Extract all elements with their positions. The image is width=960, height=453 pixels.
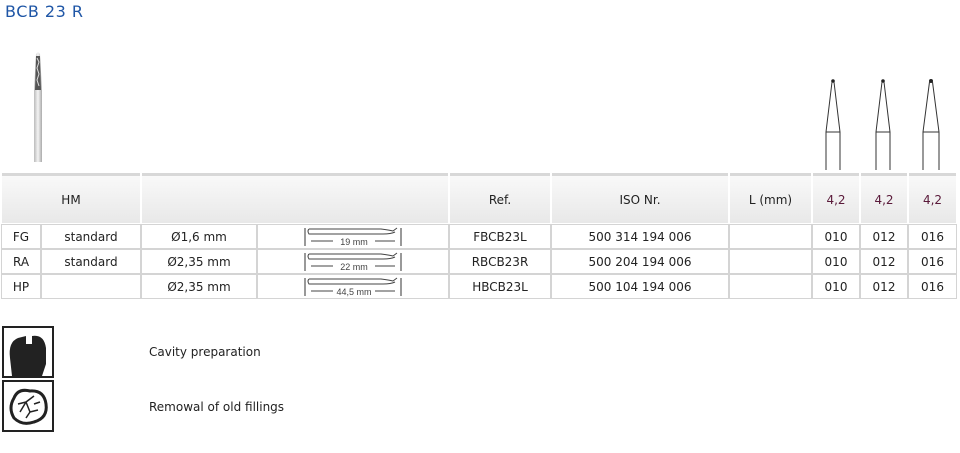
bur-head-size-1-icon <box>825 79 841 170</box>
cell-iso: 500 104 194 006 <box>551 274 729 299</box>
cell-variant <box>41 274 141 299</box>
table-row: FG standard Ø1,6 mm 19 mm FBCB23L 500 314 194… <box>1 224 957 249</box>
cell-type: HP <box>1 274 41 299</box>
bur-head-size-2-icon <box>875 79 891 170</box>
shank-diagram-icon: 44,5 mm <box>304 277 402 297</box>
cell-length <box>729 249 812 274</box>
cell-ref: HBCB23L <box>449 274 551 299</box>
bur-head-size-3-icon <box>922 79 940 170</box>
cell-size: 010 <box>812 274 860 299</box>
header-size: 4,2 <box>813 173 859 223</box>
cell-variant: standard <box>41 249 141 274</box>
cell-ref: FBCB23L <box>449 224 551 249</box>
cell-shank: 22 mm <box>257 249 449 274</box>
cell-size: 016 <box>908 274 957 299</box>
shank-length: 44,5 mm <box>336 287 371 297</box>
cell-size: 012 <box>860 224 908 249</box>
table-row: HP Ø2,35 mm 44,5 mm HBCB23L 500 104 194 006 0… <box>1 274 957 299</box>
cell-diameter: Ø2,35 mm <box>141 274 257 299</box>
header-length: L (mm) <box>730 173 811 223</box>
bur-image <box>34 52 42 162</box>
cell-size: 012 <box>860 249 908 274</box>
shank-diagram-icon: 22 mm <box>304 252 402 272</box>
shank-length: 19 mm <box>340 237 368 247</box>
cell-diameter: Ø2,35 mm <box>141 249 257 274</box>
cell-variant: standard <box>41 224 141 249</box>
shank-length: 22 mm <box>340 262 368 272</box>
cell-ref: RBCB23R <box>449 249 551 274</box>
header-blank <box>142 173 448 223</box>
header-iso: ISO Nr. <box>552 173 728 223</box>
header-size: 4,2 <box>861 173 907 223</box>
cell-diameter: Ø1,6 mm <box>141 224 257 249</box>
cell-shank: 19 mm <box>257 224 449 249</box>
cell-size: 016 <box>908 224 957 249</box>
legend-label: Remowal of old fillings <box>149 400 285 414</box>
cell-type: RA <box>1 249 41 274</box>
page-title: BCB 23 R <box>5 2 84 21</box>
cell-length <box>729 274 812 299</box>
cavity-preparation-icon <box>2 326 54 378</box>
cell-iso: 500 314 194 006 <box>551 224 729 249</box>
table-row: RA standard Ø2,35 mm 22 mm RBCB23R 500 204 19… <box>1 249 957 274</box>
shank-diagram-icon: 19 mm <box>304 227 402 247</box>
cell-size: 016 <box>908 249 957 274</box>
cell-type: FG <box>1 224 41 249</box>
cell-size: 010 <box>812 224 860 249</box>
cell-shank: 44,5 mm <box>257 274 449 299</box>
product-table: HM Ref. ISO Nr. L (mm) 4,2 4,2 4,2 FG sta… <box>0 171 958 300</box>
header-material: HM <box>2 173 140 223</box>
cell-length <box>729 224 812 249</box>
cell-size: 012 <box>860 274 908 299</box>
header-ref: Ref. <box>450 173 550 223</box>
table-header-row: HM Ref. ISO Nr. L (mm) 4,2 4,2 4,2 <box>2 173 956 223</box>
header-size: 4,2 <box>909 173 956 223</box>
old-fillings-removal-icon <box>2 380 54 432</box>
cell-iso: 500 204 194 006 <box>551 249 729 274</box>
cell-size: 010 <box>812 249 860 274</box>
legend-label: Cavity preparation <box>149 345 261 359</box>
